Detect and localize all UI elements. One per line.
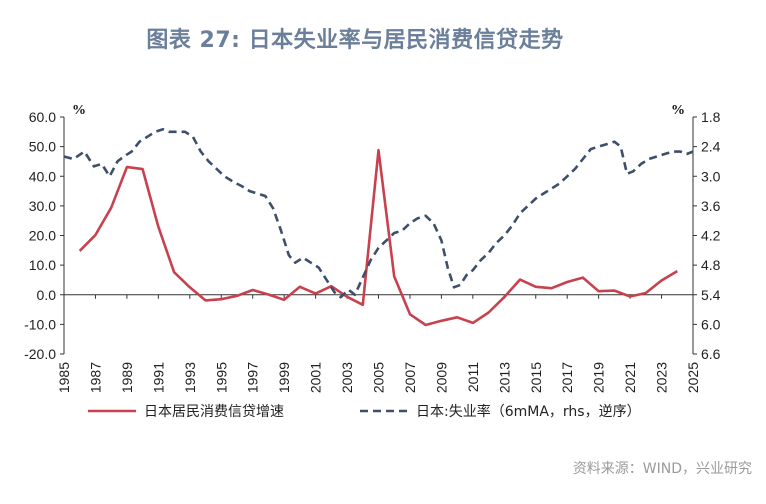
x-tick-label: 2009 [433, 362, 449, 393]
x-tick-label: 1995 [213, 362, 229, 393]
left-tick-label: -20.0 [24, 346, 56, 362]
left-tick-label: -10.0 [24, 316, 56, 332]
x-tick-label: 2005 [371, 362, 387, 393]
left-tick-label: 60.0 [29, 109, 56, 125]
left-tick-label: 10.0 [29, 257, 56, 273]
right-tick-label: 4.8 [701, 257, 721, 273]
chart-legend: 日本居民消费信贷增速 日本:失业率（6mMA，rhs，逆序） [88, 403, 641, 420]
right-tick-label: 6.0 [701, 316, 721, 332]
right-tick-label: 3.0 [701, 168, 721, 184]
x-tick-label: 2011 [465, 362, 481, 392]
x-tick-label: 2003 [339, 362, 355, 393]
x-tick-label: 2025 [685, 362, 701, 393]
x-tick-label: 2017 [559, 362, 575, 393]
x-tick-label: 2019 [591, 362, 607, 393]
unemployment-series-line [63, 128, 694, 299]
x-tick-label: 2007 [402, 362, 418, 393]
x-tick-label: 1993 [182, 362, 198, 393]
right-tick-label: 6.6 [701, 346, 721, 362]
right-tick-label: 1.8 [701, 109, 721, 125]
x-tick-label: 2015 [528, 362, 544, 393]
x-tick-label: 2001 [308, 362, 324, 393]
x-tick-label: 2013 [496, 362, 512, 393]
left-axis-unit: % [72, 103, 86, 118]
page-title: 图表 27: 日本失业率与居民消费信贷走势 [146, 28, 564, 53]
left-tick-label: 50.0 [29, 139, 56, 155]
legend-unemployment-label: 日本:失业率（6mMA，rhs，逆序） [416, 403, 641, 420]
right-tick-label: 5.4 [701, 287, 721, 303]
x-tick-label: 1991 [150, 362, 166, 393]
x-tick-label: 2023 [654, 362, 670, 393]
legend-consumer-credit-label: 日本居民消费信贷增速 [144, 404, 284, 420]
x-tick-label: 1997 [245, 362, 261, 393]
consumer-credit-series-line [78, 148, 678, 327]
left-tick-label: 30.0 [29, 198, 56, 214]
right-axis-ticks: 1.8 2.4 3.0 3.6 4.2 4.8 5.4 6.0 6.6 [693, 109, 721, 362]
x-tick-label: 1999 [276, 362, 292, 393]
right-axis-unit: % [671, 103, 685, 118]
left-tick-label: 20.0 [29, 228, 56, 244]
series-lines [63, 128, 694, 327]
right-tick-label: 4.2 [701, 228, 721, 244]
left-tick-label: 0.0 [37, 287, 57, 303]
x-tick-label: 1985 [56, 362, 72, 393]
source-note: 资料来源：WIND，兴业研究 [572, 461, 752, 477]
x-tick-label: 1987 [87, 362, 103, 393]
x-axis-ticks: 1985 1987 1989 1991 1993 1995 1997 1999 2001 2003… [56, 294, 701, 393]
right-tick-label: 2.4 [701, 139, 721, 155]
x-tick-label: 2021 [622, 362, 638, 393]
x-tick-label: 1989 [119, 362, 135, 393]
right-tick-label: 3.6 [701, 198, 721, 214]
left-axis-ticks: 60.0 50.0 40.0 30.0 20.0 10.0 0.0 -10.0 -20.0 [24, 109, 64, 362]
left-tick-label: 40.0 [29, 168, 56, 184]
